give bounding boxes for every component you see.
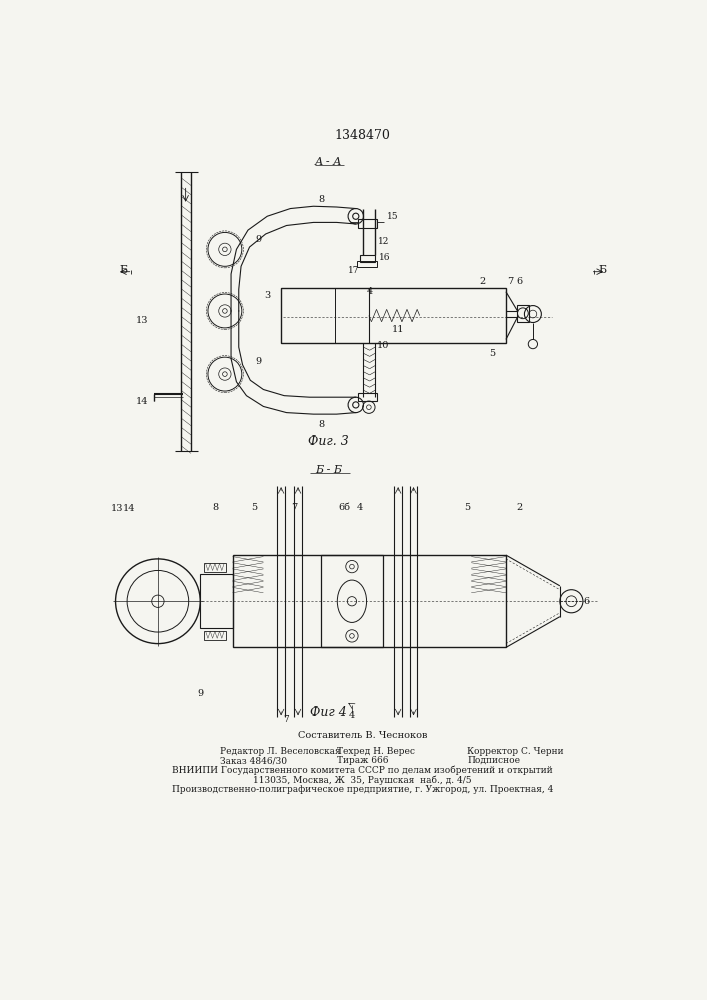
Text: 14: 14 xyxy=(122,504,135,513)
Text: 9: 9 xyxy=(255,235,261,244)
Text: Фиг 4: Фиг 4 xyxy=(310,706,347,719)
Bar xyxy=(358,393,377,401)
Text: Составитель В. Чесноков: Составитель В. Чесноков xyxy=(298,732,428,740)
Text: 13: 13 xyxy=(136,316,148,325)
Text: ВНИИПИ Государственного комитета СССР по делам изобретений и открытий: ВНИИПИ Государственного комитета СССР по… xyxy=(173,766,553,775)
Bar xyxy=(358,219,377,228)
Text: 7: 7 xyxy=(291,503,298,512)
Text: 7: 7 xyxy=(507,277,513,286)
Text: 11: 11 xyxy=(392,325,404,334)
Text: 9: 9 xyxy=(197,689,204,698)
Text: Тираж 666: Тираж 666 xyxy=(337,756,388,765)
Text: 8: 8 xyxy=(318,420,325,429)
Text: 5: 5 xyxy=(489,349,495,358)
Text: 4: 4 xyxy=(356,503,363,512)
Text: Редактор Л. Веселовская: Редактор Л. Веселовская xyxy=(219,747,340,756)
Text: 10: 10 xyxy=(377,341,389,350)
Text: Б: Б xyxy=(598,265,607,275)
Text: Заказ 4846/30: Заказ 4846/30 xyxy=(219,756,286,765)
Text: 13: 13 xyxy=(111,504,123,513)
Text: 5: 5 xyxy=(464,503,470,512)
Bar xyxy=(321,555,382,647)
Text: 2: 2 xyxy=(517,503,523,512)
Bar xyxy=(204,563,226,572)
Bar xyxy=(518,305,529,322)
Text: 3: 3 xyxy=(264,291,270,300)
Text: Корректор С. Черни: Корректор С. Черни xyxy=(467,747,564,756)
Text: Производственно-полиграфическое предприятие, г. Ужгород, ул. Проектная, 4: Производственно-полиграфическое предприя… xyxy=(172,785,554,794)
Text: 17: 17 xyxy=(348,266,359,275)
Text: 4: 4 xyxy=(366,287,373,296)
Text: Б - Б: Б - Б xyxy=(315,465,342,475)
Text: 8: 8 xyxy=(318,195,325,204)
Text: Техред Н. Верес: Техред Н. Верес xyxy=(337,747,414,756)
Text: 8: 8 xyxy=(213,503,218,512)
Text: 2: 2 xyxy=(480,277,486,286)
Bar xyxy=(200,574,233,628)
Bar xyxy=(233,555,506,647)
Bar xyxy=(357,261,378,267)
Text: 14: 14 xyxy=(136,397,148,406)
Text: 15: 15 xyxy=(387,212,399,221)
Bar xyxy=(281,288,506,343)
Text: 5: 5 xyxy=(251,503,257,512)
Text: А - А: А - А xyxy=(315,157,343,167)
Text: Б: Б xyxy=(119,265,127,275)
Bar xyxy=(204,631,226,640)
Text: Подписное: Подписное xyxy=(467,756,520,765)
Text: 12: 12 xyxy=(378,237,389,246)
Text: Фиг. 3: Фиг. 3 xyxy=(308,435,349,448)
Text: 7: 7 xyxy=(284,715,289,724)
Text: 6: 6 xyxy=(584,597,590,606)
Text: 113035, Москва, Ж  35, Раушская  наб., д. 4/5: 113035, Москва, Ж 35, Раушская наб., д. … xyxy=(253,775,472,785)
Text: 6б: 6б xyxy=(338,503,350,512)
Bar xyxy=(360,255,375,262)
Text: 9: 9 xyxy=(255,357,261,366)
Text: 16: 16 xyxy=(378,253,390,262)
Bar xyxy=(281,288,335,343)
Text: 6: 6 xyxy=(517,277,523,286)
Text: 4: 4 xyxy=(349,711,355,720)
Text: 1348470: 1348470 xyxy=(335,129,391,142)
